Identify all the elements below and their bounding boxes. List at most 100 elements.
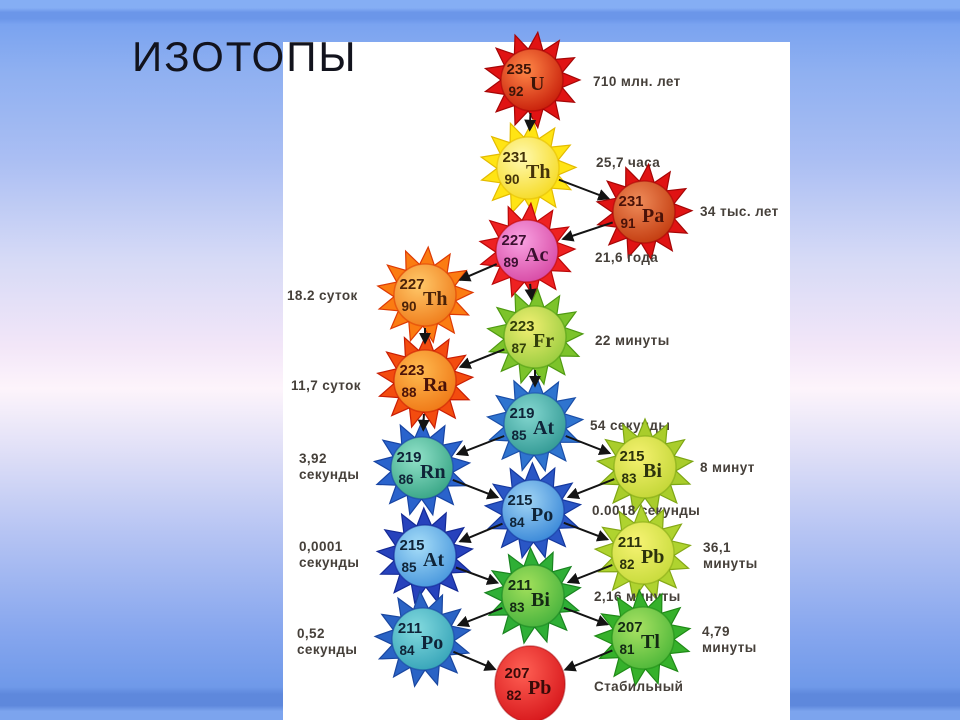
atomic-number: 92 [508, 84, 523, 99]
mass-number: 223 [399, 362, 424, 379]
element-symbol: Tl [641, 631, 660, 653]
decay-arrow-At215-Bi211 [455, 566, 500, 585]
decay-arrow-Po215-At215 [458, 522, 503, 544]
nuclide-Rn219: 219 86 Rn [372, 418, 472, 517]
nuclide-Bi211: 211 83 Bi [483, 546, 582, 645]
mass-number: 219 [509, 405, 534, 422]
nucleus-core [611, 606, 675, 670]
nuclide-At219: 219 85 At [485, 374, 585, 473]
nuclide-Pb211: 211 82 Pb [593, 503, 692, 602]
mass-number: 207 [504, 665, 529, 682]
decay-arrow-U235-Th231 [524, 112, 537, 132]
nuclide-Fr223: 223 87 Fr [486, 287, 585, 386]
decay-arrow-Tl207-Pb207 [563, 649, 613, 672]
halflife-label-U235: 710 млн. лет [593, 74, 681, 89]
nuclide-Th227: 227 90 Th [376, 245, 475, 344]
mass-number: 215 [507, 492, 532, 509]
mass-number: 235 [506, 61, 531, 78]
mass-number: 211 [618, 534, 642, 551]
element-symbol: Bi [531, 589, 550, 611]
nucleus-core [501, 564, 565, 628]
element-symbol: Rn [420, 461, 446, 483]
halflife-label-At215: 0,0001 секунды [299, 539, 359, 570]
nucleus-core [496, 136, 560, 200]
atomic-number: 85 [511, 428, 527, 443]
halflife-label-Po211: 0,52 секунды [297, 626, 357, 657]
nuclide-Bi215: 215 83 Bi [595, 417, 695, 516]
nucleus-core [611, 521, 675, 585]
halflife-label-Ra223: 11,7 суток [291, 378, 361, 393]
mass-number: 231 [618, 193, 643, 210]
nucleus-core [612, 180, 676, 244]
decay-arrow-Th231-Pa231 [558, 178, 611, 201]
element-symbol: Pb [528, 677, 551, 699]
mass-number: 223 [509, 318, 534, 335]
nucleus-core [393, 349, 457, 413]
halflife-label-Rn219: 3,92 секунды [299, 451, 359, 482]
mass-number: 231 [502, 149, 527, 166]
decay-arrow-At219-Bi215 [565, 435, 612, 456]
decay-arrow-Pa231-Ac227 [561, 221, 614, 242]
decay-arrow-Fr223-Ra223 [458, 348, 505, 369]
nuclide-Ra223: 223 88 Ra [376, 331, 475, 430]
halflife-label-Fr223: 22 минуты [595, 333, 670, 348]
atomic-number: 82 [619, 557, 634, 572]
element-symbol: Ac [525, 244, 548, 266]
element-symbol: Bi [643, 460, 662, 482]
nucleus-core [500, 48, 564, 112]
halflife-label-Ac227: 21,6 года [595, 250, 658, 265]
decay-arrow-Bi211-Tl207 [563, 606, 610, 627]
element-symbol: At [533, 417, 554, 439]
nucleus-core [501, 479, 565, 543]
atomic-number: 86 [398, 472, 414, 487]
element-symbol: Th [526, 161, 550, 183]
atomic-number: 82 [506, 688, 521, 703]
halflife-label-Th227: 18.2 суток [287, 288, 358, 303]
mass-number: 227 [399, 276, 424, 293]
decay-arrow-Po211-Pb207 [453, 650, 497, 671]
mass-number: 211 [508, 577, 532, 594]
element-symbol: Th [423, 288, 447, 310]
mass-number: 215 [399, 537, 424, 554]
halflife-label-Pb211: 36,1 минуты [703, 540, 758, 571]
nucleus-core [494, 645, 566, 720]
atomic-number: 89 [503, 255, 518, 270]
element-symbol: Po [531, 504, 553, 526]
nuclide-Pb207: 207 82 Pb [494, 645, 566, 720]
element-symbol: Ra [423, 374, 447, 396]
element-symbol: Po [421, 632, 443, 654]
nucleus-core [393, 524, 457, 588]
element-symbol: Fr [533, 330, 554, 352]
decay-arrow-Ac227-Th227 [458, 263, 498, 282]
atomic-number: 91 [620, 216, 636, 231]
decay-arrow-Bi211-Po211 [456, 607, 503, 628]
mass-number: 207 [617, 619, 642, 636]
atomic-number: 81 [619, 642, 635, 657]
atomic-number: 83 [621, 471, 637, 486]
atomic-number: 85 [401, 560, 417, 575]
halflife-label-Pb207: Стабильный [594, 679, 683, 694]
nucleus-core [503, 305, 567, 369]
nucleus-core [503, 392, 567, 456]
element-symbol: At [423, 549, 444, 571]
element-symbol: Pa [642, 205, 664, 227]
mass-number: 227 [501, 232, 526, 249]
mass-number: 219 [396, 449, 421, 466]
atomic-number: 88 [401, 385, 417, 400]
nuclide-Po211: 211 84 Po [373, 589, 472, 688]
element-symbol: U [530, 73, 544, 95]
nucleus-core [613, 435, 677, 499]
decay-arrow-Ac227-Fr223 [524, 283, 537, 301]
nuclide-Pa231: 231 91 Pa [595, 162, 694, 262]
halflife-label-Bi215: 8 минут [700, 460, 755, 475]
decay-arrow-Pb211-Bi211 [566, 564, 613, 585]
atomic-number: 84 [509, 515, 525, 530]
element-symbol: Pb [641, 546, 664, 568]
decay-arrow-Bi215-Po215 [566, 478, 615, 499]
atomic-number: 83 [509, 600, 525, 615]
atomic-number: 84 [399, 643, 415, 658]
atomic-number: 90 [504, 172, 519, 187]
nuclide-Po215: 215 84 Po [483, 461, 583, 560]
